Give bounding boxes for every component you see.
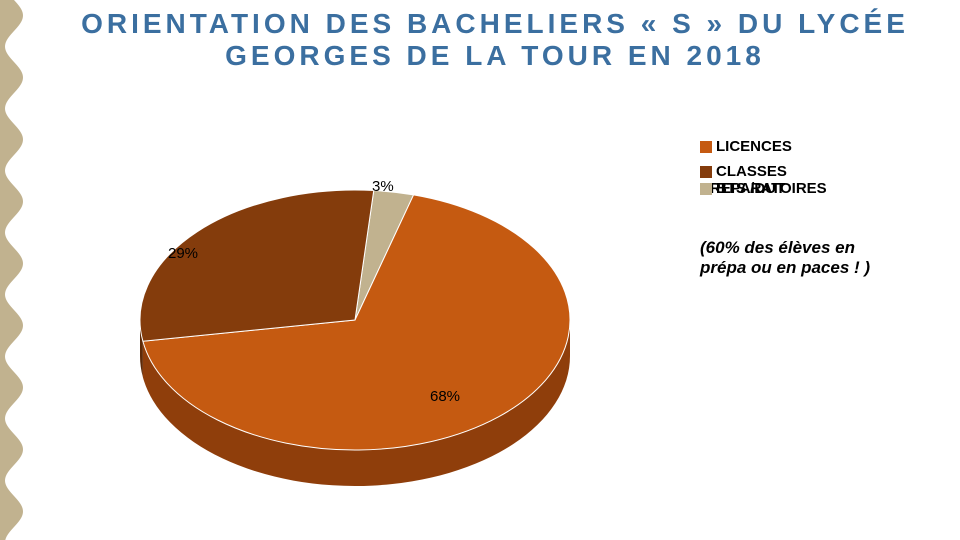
chart-note: (60% des élèves en prépa ou en paces ! ) — [700, 238, 900, 278]
pie-chart — [120, 170, 590, 506]
pie-slice-label: 3% — [372, 178, 394, 195]
legend-swatch — [700, 183, 712, 195]
wavy-border — [0, 0, 28, 540]
legend-swatch — [700, 141, 712, 153]
pie-slice-label: 68% — [430, 388, 460, 405]
legend-label: BTS /DUT — [716, 180, 785, 197]
legend-label: LICENCES — [716, 138, 792, 155]
pie-slice-label: 29% — [168, 245, 198, 262]
legend-swatch — [700, 166, 712, 178]
chart-legend: LICENCESCLASSES PREPARATOIRESBTS /DUT — [700, 138, 900, 197]
slide-title: ORIENTATION DES BACHELIERS « S » DU LYCÉ… — [50, 8, 940, 72]
legend-item: BTS /DUT — [700, 180, 785, 197]
pie-slice — [140, 190, 374, 341]
legend-item: LICENCES — [700, 138, 900, 155]
